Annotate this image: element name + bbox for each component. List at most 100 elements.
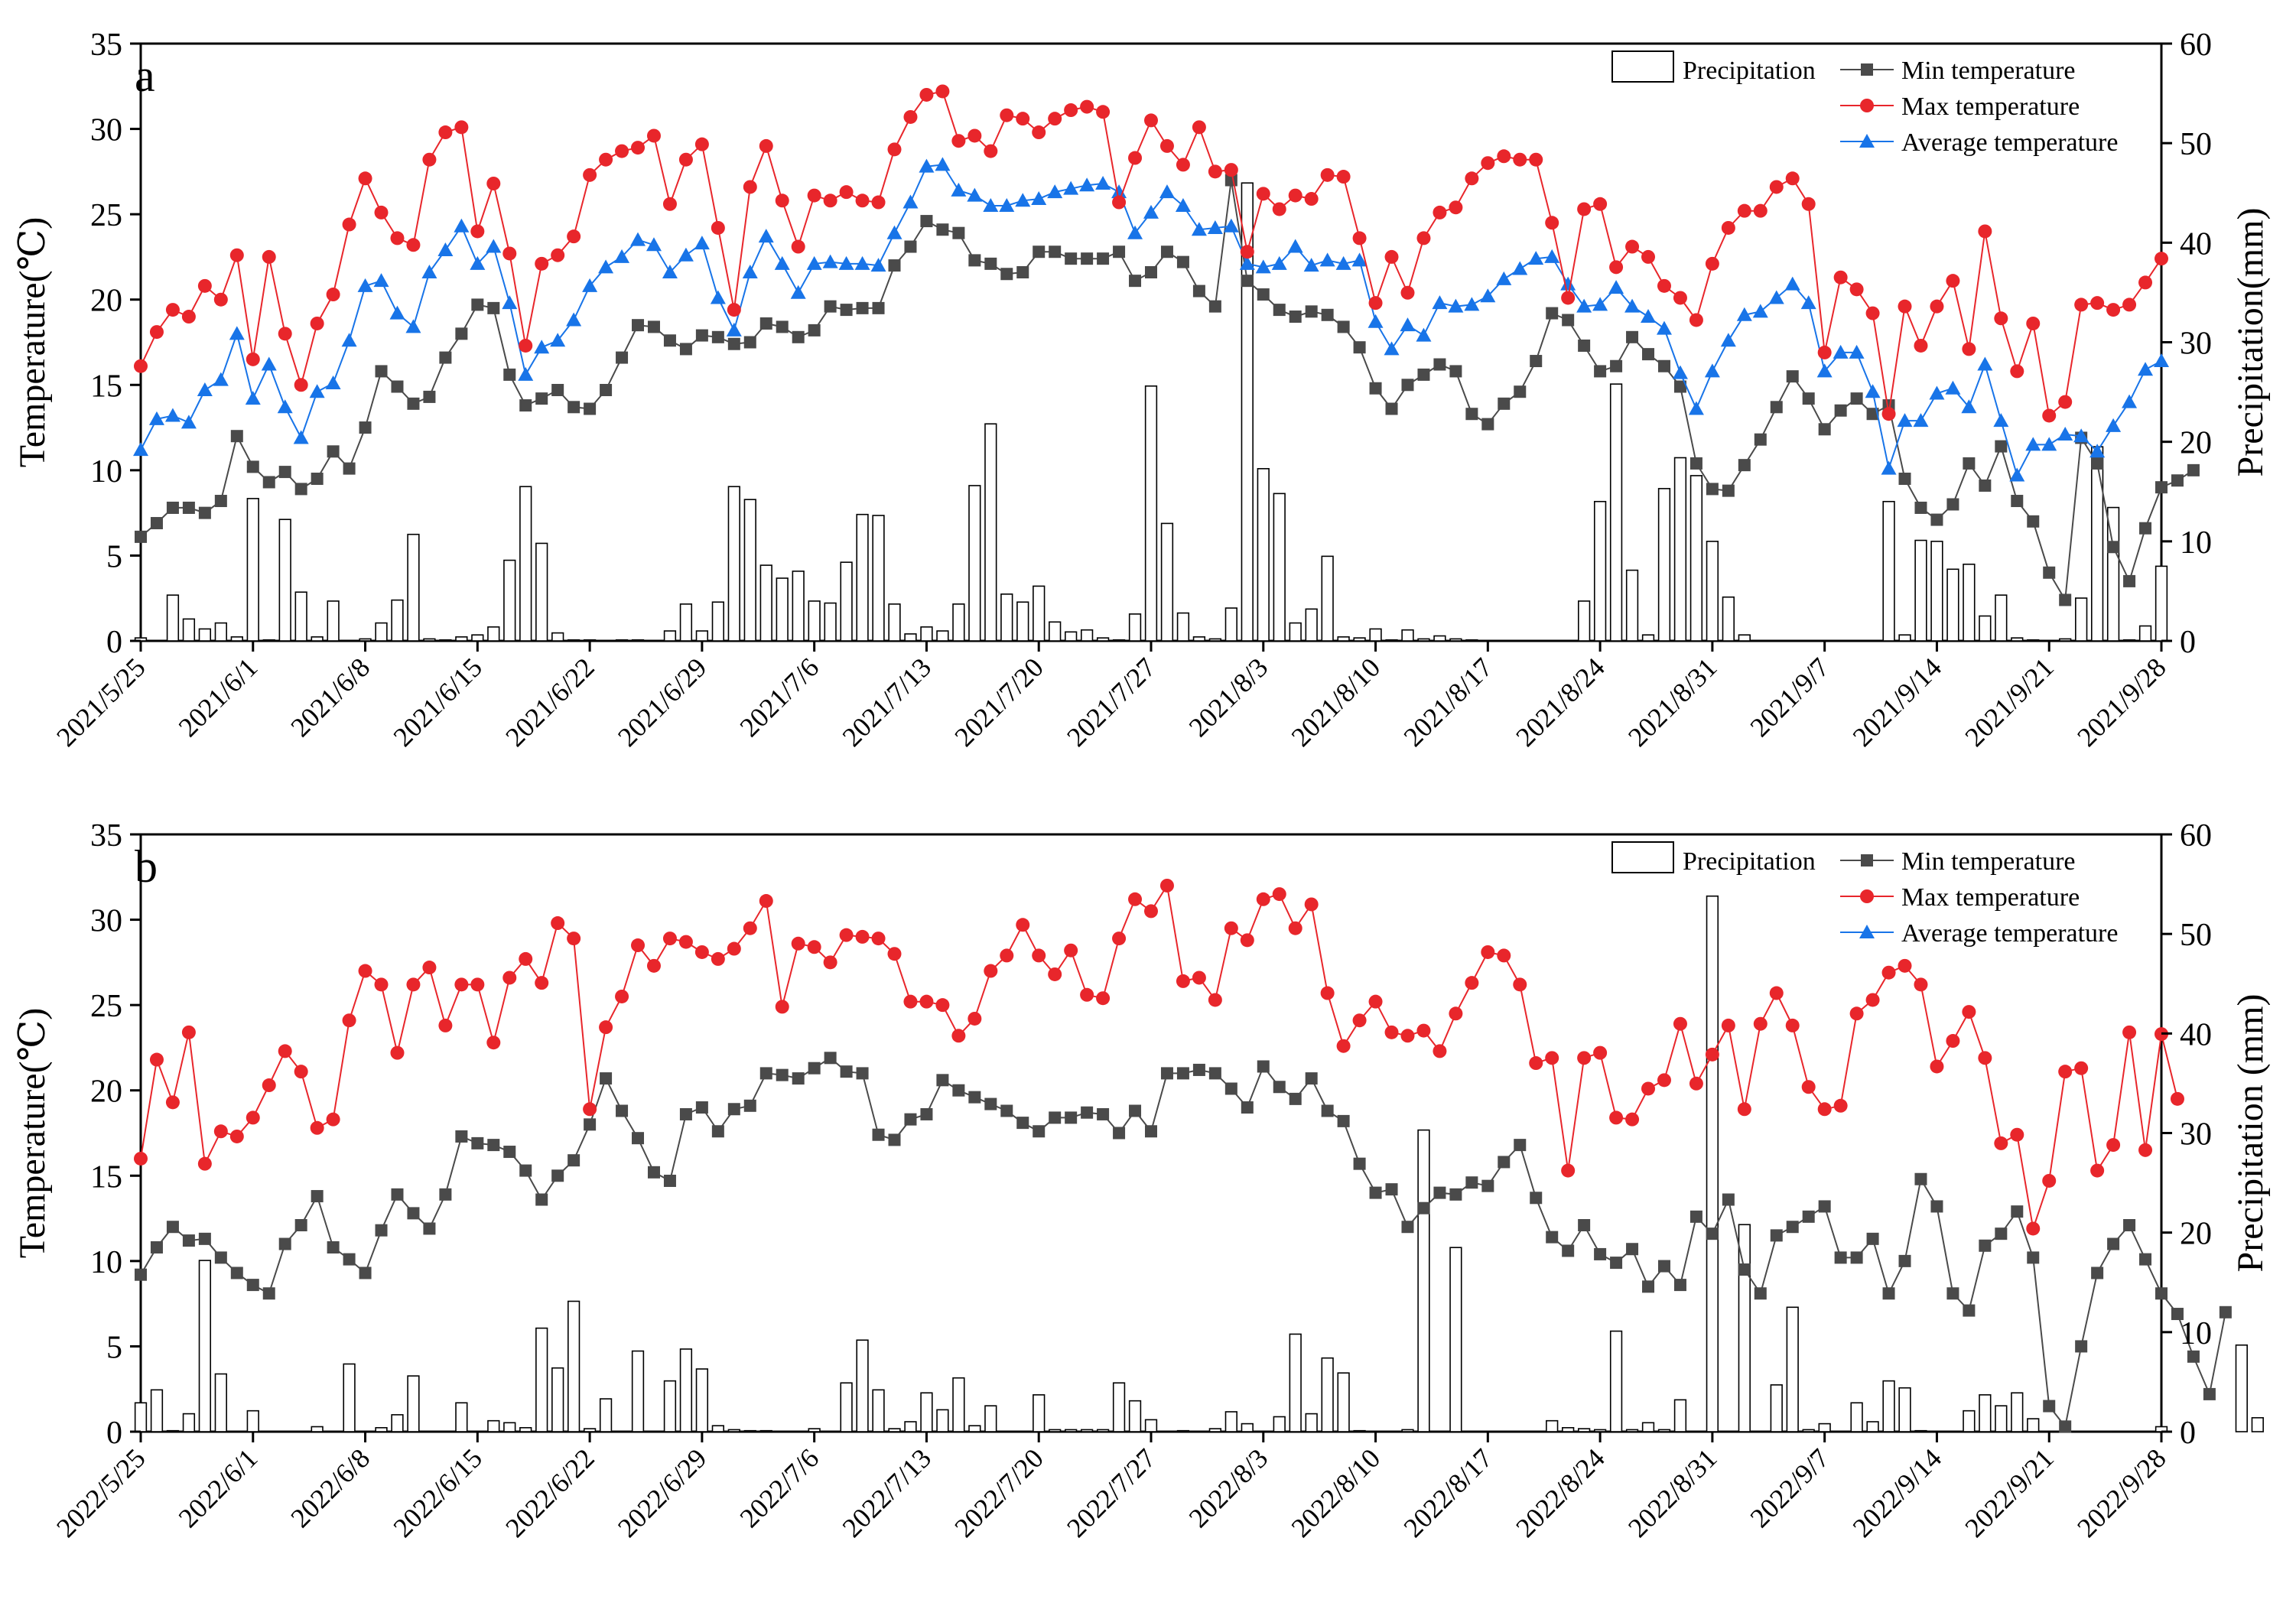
precipitation-bar bbox=[663, 630, 677, 642]
precipitation-bar bbox=[1963, 563, 1976, 642]
min-temp-point bbox=[182, 1234, 195, 1247]
precipitation-bar bbox=[727, 1429, 740, 1432]
avg-temp-point bbox=[1191, 222, 1207, 236]
min-temp-point bbox=[2123, 1218, 2136, 1231]
avg-temp-point bbox=[1351, 252, 1368, 267]
x-tick-label: 2022/8/24 bbox=[1510, 1442, 1611, 1543]
avg-temp-point bbox=[437, 242, 454, 257]
avg-temp-point bbox=[1528, 251, 1544, 265]
avg-temp-point bbox=[1881, 460, 1897, 475]
max-temp-point bbox=[2074, 1061, 2089, 1075]
min-temp-point bbox=[727, 1103, 740, 1116]
precipitation-bar bbox=[327, 600, 340, 642]
min-temp-point bbox=[343, 1253, 356, 1266]
min-temp-point bbox=[1514, 1139, 1527, 1152]
min-temp-point bbox=[1850, 1251, 1863, 1264]
min-temp-point bbox=[166, 1221, 179, 1234]
legend: Precipitation Min temperature Max temperat… bbox=[1611, 841, 2118, 948]
max-temp-point bbox=[1769, 180, 1784, 194]
max-temp-point bbox=[1096, 991, 1111, 1006]
max-temp-point bbox=[1657, 1073, 1671, 1088]
x-tick-label: 2022/8/10 bbox=[1286, 1442, 1387, 1543]
avg-temp-point bbox=[951, 182, 967, 197]
precipitation-bar bbox=[711, 601, 724, 642]
precipitation-bar bbox=[1546, 1419, 1559, 1432]
min-temp-point bbox=[1081, 252, 1094, 265]
min-temp-point bbox=[759, 1067, 772, 1080]
min-temp-point bbox=[2171, 474, 2184, 487]
max-temp-point bbox=[1320, 167, 1335, 182]
x-tick-label: 2021/9/21 bbox=[1959, 652, 2060, 753]
precipitation-bar bbox=[439, 639, 452, 642]
precipitation-bar bbox=[1257, 468, 1270, 642]
x-tick-label: 2022/9/14 bbox=[1847, 1442, 1948, 1543]
min-temp-point bbox=[679, 1107, 692, 1120]
max-temp-point bbox=[951, 134, 966, 148]
precipitation-bar bbox=[1096, 1429, 1110, 1432]
precipitation-bar bbox=[1353, 1429, 1366, 1432]
max-temp-point bbox=[535, 976, 549, 990]
legend-avg-label: Average temperature bbox=[1901, 128, 2118, 157]
min-temp-point bbox=[824, 1052, 837, 1065]
min-temp-point bbox=[2075, 1340, 2088, 1353]
avg-temp-point bbox=[886, 225, 902, 239]
precipitation-bar bbox=[936, 1409, 949, 1432]
min-temp-point bbox=[1065, 252, 1078, 265]
min-temp-point bbox=[616, 351, 629, 364]
precipitation-bar bbox=[968, 1425, 981, 1432]
max-temp-point bbox=[1577, 1051, 1592, 1065]
avg-temp-point bbox=[630, 232, 646, 246]
precipitation-bar bbox=[1609, 383, 1623, 642]
max-temp-point bbox=[1256, 892, 1270, 906]
precipitation-bar bbox=[1337, 1372, 1350, 1432]
avg-temp-point bbox=[502, 295, 518, 310]
max-temp-point bbox=[551, 248, 565, 262]
precipitation-bar bbox=[615, 639, 629, 642]
precipitation-bar bbox=[2075, 597, 2088, 642]
precipitation-bar bbox=[535, 1327, 548, 1432]
x-tick-label: 2021/9/7 bbox=[1745, 652, 1836, 743]
precipitation-bar bbox=[808, 600, 821, 642]
avg-temp-point bbox=[1223, 218, 1239, 232]
precipitation-bar bbox=[1706, 541, 1719, 642]
min-temp-point bbox=[407, 1207, 420, 1220]
max-temp-point bbox=[229, 248, 244, 262]
max-temp-point bbox=[1930, 299, 1944, 314]
precipitation-bar bbox=[1850, 1402, 1863, 1432]
x-tick-label: 2021/7/20 bbox=[948, 652, 1049, 753]
min-temp-point bbox=[2059, 1420, 2072, 1433]
min-temp-point bbox=[840, 1065, 853, 1078]
avg-temp-point bbox=[2106, 418, 2122, 432]
min-temp-point bbox=[1930, 1200, 1943, 1213]
x-tick-label: 2021/7/6 bbox=[734, 652, 825, 743]
max-temp-point bbox=[1159, 138, 1174, 153]
min-temp-point bbox=[1610, 359, 1623, 372]
min-temp-point bbox=[1353, 1157, 1366, 1170]
max-temp-point bbox=[1016, 112, 1030, 126]
precipitation-bar bbox=[1385, 639, 1398, 642]
max-temp-point bbox=[1994, 311, 2008, 326]
min-temp-point bbox=[1160, 1067, 1173, 1080]
avg-temp-point bbox=[742, 265, 758, 279]
min-temp-point bbox=[1129, 275, 1142, 288]
x-tick-label: 2021/9/28 bbox=[2071, 652, 2172, 753]
avg-temp-point bbox=[277, 399, 293, 414]
avg-temp-point bbox=[550, 333, 566, 347]
precipitation-bar bbox=[2155, 565, 2168, 642]
avg-temp-point bbox=[2089, 444, 2106, 458]
max-temp-point bbox=[1048, 967, 1062, 981]
min-temp-point bbox=[1129, 1104, 1142, 1117]
min-temp-point bbox=[2011, 1205, 2024, 1218]
max-temp-point bbox=[470, 224, 485, 239]
min-temp-point bbox=[1802, 392, 1815, 405]
left-tick-label: 0 bbox=[106, 1416, 122, 1451]
min-temp-point bbox=[616, 1104, 629, 1117]
max-temp-point bbox=[1817, 345, 1832, 359]
max-temp-point bbox=[502, 971, 517, 985]
precipitation-bar bbox=[1609, 1330, 1623, 1432]
avg-temp-point bbox=[1319, 252, 1335, 267]
avg-temp-point bbox=[919, 158, 935, 173]
min-temp-point bbox=[503, 1146, 516, 1159]
avg-temp-point bbox=[1255, 259, 1271, 274]
max-temp-point bbox=[1994, 1136, 2008, 1150]
